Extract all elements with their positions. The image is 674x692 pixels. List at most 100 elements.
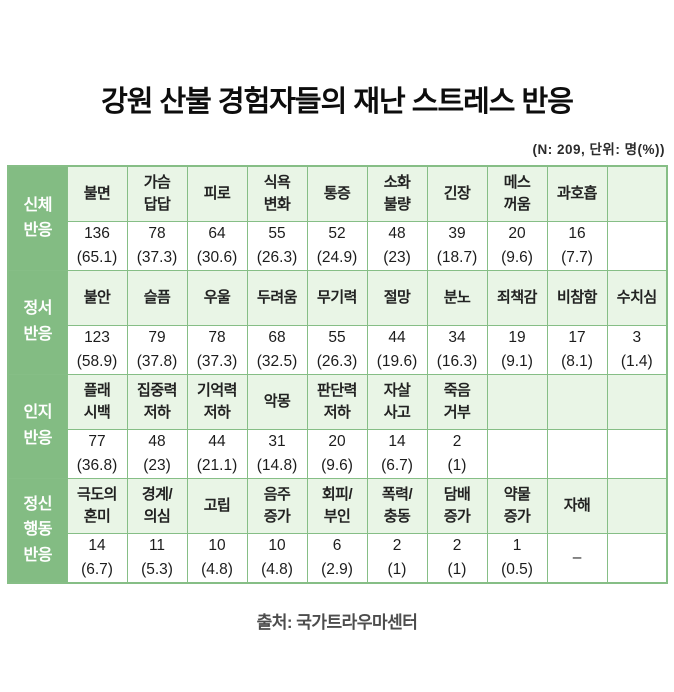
count-value: 39 [448,224,466,242]
percent-value: (1.4) [620,352,653,370]
symptom-header: 통증 [306,165,368,222]
percent-value: (6.7) [381,456,413,474]
value-cell: 2 (1) [426,532,488,583]
value-cell: 2 (1) [426,428,488,479]
count-value: 2 [452,536,462,554]
symptom-header: 불안 [66,269,128,326]
value-cell: 14 (6.7) [366,428,428,479]
group-label-physical: 신체 반응 [7,165,68,271]
symptom-header: 우울 [186,269,248,326]
table-row: 123 (58.9) 79 (37.8) 78 (37.3) 68 (32.5) 55 (… [8,324,668,375]
percent-value: (8.1) [561,352,593,370]
symptom-header: 과호흡 [546,165,608,222]
value-cell: 48 (23) [126,428,188,479]
table-row: 14 (6.7) 11 (5.3) 10 (4.8) 10 (4.8) 6 (2.9) 2… [8,532,668,583]
value-cell: 79 (37.8) [126,324,188,375]
percent-value: (0.5) [501,560,533,578]
percent-value: (37.3) [196,352,238,370]
symptom-header: 폭력/ 충동 [366,477,428,534]
count-value: – [572,548,582,566]
symptom-header: 메스 꺼움 [486,165,548,222]
page-title: 강원 산불 경험자들의 재난 스트레스 반응 [101,86,574,118]
value-cell: 16 (7.7) [546,220,608,271]
value-cell-dash: – [546,532,608,583]
value-cell: 123 (58.9) [66,324,128,375]
table-row: 정신 행동 반응 극도의 혼미 경계/ 의심 고립 음주 증가 회피/ 부인 폭… [7,477,668,583]
value-cell: 39 (18.7) [426,220,488,271]
percent-value: (26.3) [256,248,298,266]
symptom-header: 자해 [546,477,608,534]
value-cell: 10 (4.8) [186,532,248,583]
count-value: 79 [148,328,166,346]
percent-value: (19.6) [376,352,418,370]
table-row: 인지 반응 플래 시백 집중력 저하 기억력 저하 악몽 판단력 저하 자살 사… [7,373,668,479]
count-value: 55 [268,224,286,242]
percent-value: (9.1) [501,352,533,370]
symptom-header: 고립 [186,477,248,534]
symptom-header-empty [606,165,668,222]
percent-value: (5.3) [141,560,173,578]
value-cell: 44 (21.1) [186,428,248,479]
count-value: 78 [148,224,166,242]
count-value: 77 [88,432,106,450]
stress-response-table: 신체 반응 불면 가슴 답답 피로 식욕 변화 통증 소화 불량 긴장 메스 꺼… [7,165,668,584]
percent-value: (2.9) [321,560,353,578]
symptom-header: 악몽 [246,373,308,430]
count-value: 2 [452,432,462,450]
symptom-header: 담배 증가 [426,477,488,534]
count-value: 68 [268,328,286,346]
value-cell: 34 (16.3) [426,324,488,375]
value-cell-empty [606,220,668,271]
symptom-header: 회피/ 부인 [306,477,368,534]
percent-value: (32.5) [256,352,298,370]
symptom-header: 피로 [186,165,248,222]
percent-value: (24.9) [316,248,358,266]
symptom-header: 비참함 [546,269,608,326]
symptom-header-empty [546,373,608,430]
symptom-header: 수치심 [606,269,668,326]
percent-value: (4.8) [261,560,293,578]
value-cell: 10 (4.8) [246,532,308,583]
percent-value: (36.8) [76,456,118,474]
symptom-header: 죽음 거부 [426,373,488,430]
value-cell: 55 (26.3) [306,324,368,375]
percent-value: (14.8) [256,456,298,474]
value-cell: 78 (37.3) [126,220,188,271]
count-value: 55 [328,328,346,346]
value-cell: 136 (65.1) [66,220,128,271]
count-value: 123 [84,328,110,346]
count-value: 3 [632,328,642,346]
count-value: 16 [568,224,586,242]
symptom-header: 극도의 혼미 [66,477,128,534]
value-cell: 11 (5.3) [126,532,188,583]
source-credit: 출처: 국가트라우마센터 [256,612,418,632]
sample-size-unit-note: (N: 209, 단위: 명(%)) [532,142,665,157]
value-cell-empty [486,428,548,479]
value-cell: 77 (36.8) [66,428,128,479]
count-value: 44 [208,432,226,450]
count-value: 11 [148,536,166,554]
table-row: 신체 반응 불면 가슴 답답 피로 식욕 변화 통증 소화 불량 긴장 메스 꺼… [7,165,668,271]
table-row: 77 (36.8) 48 (23) 44 (21.1) 31 (14.8) 20 (9.6… [8,428,668,479]
symptom-header: 기억력 저하 [186,373,248,430]
count-value: 44 [388,328,406,346]
percent-value: (9.6) [321,456,353,474]
value-cell: 20 (9.6) [486,220,548,271]
group-label-emotional: 정서 반응 [7,269,68,375]
count-value: 1 [512,536,522,554]
value-cell: 44 (19.6) [366,324,428,375]
symptom-header: 약물 증가 [486,477,548,534]
count-value: 17 [568,328,586,346]
count-value: 14 [388,432,406,450]
percent-value: (6.7) [81,560,113,578]
percent-value: (30.6) [196,248,238,266]
count-value: 31 [268,432,286,450]
count-value: 20 [508,224,526,242]
value-cell: 48 (23) [366,220,428,271]
symptom-header-empty [606,373,668,430]
value-cell: 78 (37.3) [186,324,248,375]
count-value: 34 [448,328,466,346]
value-cell: 31 (14.8) [246,428,308,479]
value-cell: 20 (9.6) [306,428,368,479]
